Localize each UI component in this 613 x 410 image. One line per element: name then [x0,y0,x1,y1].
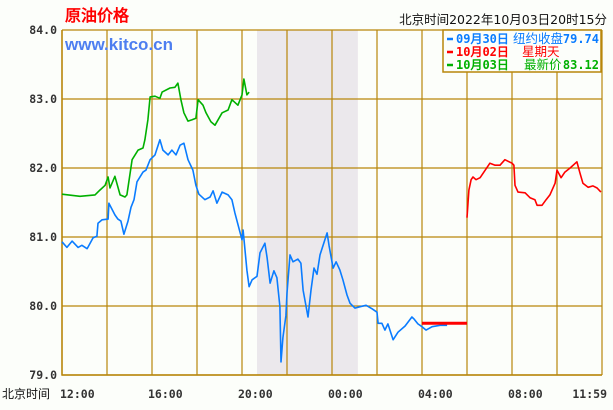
legend: 09月30日 纽约收盘 79.74 10月02日 星期天 10月03日 最新价 83.12 [442,29,602,73]
y-tick-label: 81.0 [29,230,57,244]
series-line-2 [61,78,250,198]
x-axis-ticks: 12:00 16:00 20:00 00:00 04:00 08:00 11:59 [60,387,607,401]
legend-date: 10月03日 [456,58,509,72]
legend-label: 纽约收盘 [513,31,563,46]
series-line-1 [466,158,602,218]
legend-value: 79.74 [563,32,599,46]
legend-date: 09月30日 [456,32,509,46]
axis-frame [61,30,602,376]
y-tick-label: 79.0 [29,368,57,382]
y-tick-label: 84.0 [29,23,57,37]
legend-value: 83.12 [563,58,599,72]
x-axis-label: 北京时间 [2,387,50,401]
x-tick-label: 00:00 [328,387,363,401]
shaded-session-band [257,30,358,375]
legend-date: 10月02日 [456,45,509,59]
chart-title: 原油价格 [65,6,130,25]
legend-box [442,29,602,73]
y-tick-label: 82.0 [29,161,57,175]
x-tick-label: 11:59 [572,387,607,401]
grid-lines [61,29,603,376]
x-tick-label: 12:00 [60,387,95,401]
x-tick-label: 16:00 [148,387,183,401]
y-tick-label: 80.0 [29,299,57,313]
x-tick-label: 04:00 [418,387,453,401]
y-axis-ticks: 84.0 83.0 82.0 81.0 80.0 79.0 [29,23,57,382]
legend-label: 星期天 [522,44,560,59]
series-line-0 [61,138,448,363]
legend-label: 最新价 [524,57,562,72]
brand-watermark: www.kitco.cn [64,35,173,54]
timestamp: 北京时间2022年10月03日20时15分 [399,12,607,27]
series-lines [61,78,602,363]
x-tick-label: 08:00 [508,387,543,401]
y-tick-label: 83.0 [29,92,57,106]
x-tick-label: 20:00 [238,387,273,401]
